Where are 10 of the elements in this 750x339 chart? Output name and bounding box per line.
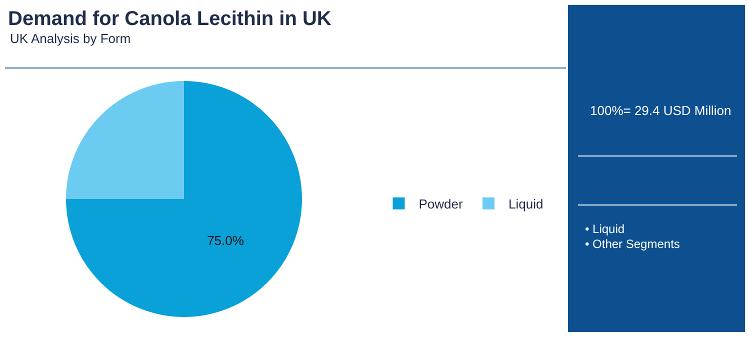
text: 100%= 29.4 USD Million bbox=[590, 103, 732, 118]
legend-label: Powder bbox=[418, 196, 464, 212]
text: • Liquid bbox=[585, 222, 625, 236]
chart-subtitle: UK Analysis by Form bbox=[10, 31, 131, 46]
text: • Other Segments bbox=[585, 237, 680, 251]
pie-slice bbox=[66, 81, 184, 199]
pie-slice bbox=[66, 81, 302, 317]
legend-label: Liquid bbox=[508, 196, 544, 212]
chart-title: Demand for Canola Lecithin in UK bbox=[8, 8, 332, 30]
data-label: 75.0% bbox=[207, 233, 244, 248]
